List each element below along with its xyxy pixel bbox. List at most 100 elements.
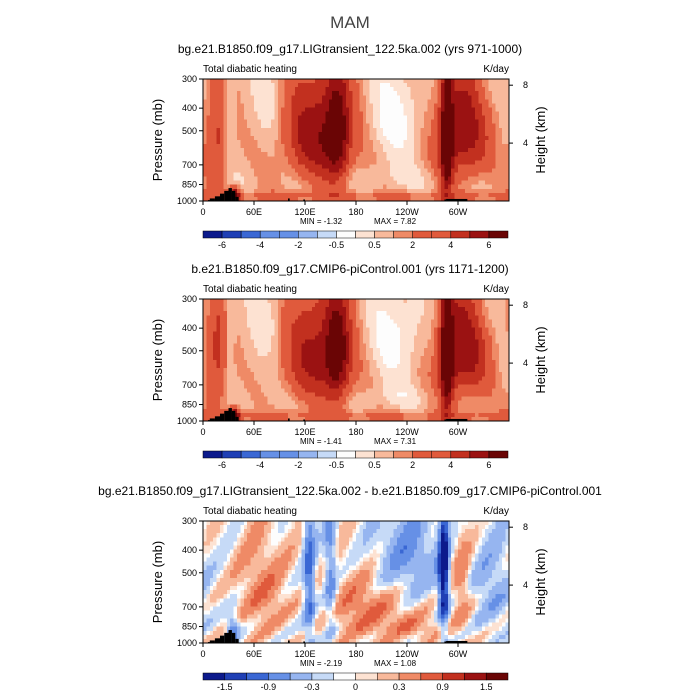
heatmap-cell [298, 307, 302, 312]
heatmap-cell [366, 392, 370, 397]
heatmap-cell [325, 323, 330, 328]
heatmap-cell [301, 319, 306, 324]
heatmap-cell [390, 111, 394, 116]
heatmap-cell [254, 156, 258, 161]
heatmap-cell [247, 91, 251, 96]
heatmap-cell [505, 303, 510, 308]
heatmap-cell [267, 376, 272, 381]
heatmap-cell [505, 364, 510, 369]
heatmap-cell [223, 168, 228, 173]
heatmap-cell [284, 303, 289, 308]
heatmap-cell [325, 164, 330, 169]
heatmap-cell [349, 176, 353, 182]
heatmap-cell [233, 131, 238, 137]
heatmap-cell [352, 347, 357, 353]
heatmap-cell [390, 335, 394, 341]
heatmap-cell [243, 131, 248, 137]
heatmap-cell [417, 164, 421, 169]
heatmap-cell [485, 376, 489, 381]
heatmap-cell [359, 140, 364, 145]
heatmap-cell [478, 307, 483, 312]
heatmap-cell [502, 319, 506, 324]
heatmap-cell [203, 351, 207, 357]
heatmap-cell [349, 152, 353, 157]
heatmap-cell [379, 376, 384, 381]
heatmap-cell [400, 140, 404, 145]
heatmap-cell [475, 299, 479, 304]
heatmap-cell [393, 351, 398, 357]
heatmap-cell [305, 79, 309, 84]
heatmap-cell [441, 127, 445, 133]
heatmap-cell [461, 180, 466, 186]
heatmap-cell [257, 360, 262, 365]
heatmap-cell [308, 192, 313, 198]
heatmap-cell [475, 135, 479, 141]
heatmap-cell [226, 123, 231, 129]
heatmap-cell [451, 168, 455, 173]
heatmap-cell [223, 180, 228, 186]
heatmap-cell [362, 164, 367, 169]
heatmap-cell [362, 172, 367, 177]
heatmap-cell [277, 140, 282, 145]
heatmap-cell [454, 131, 459, 137]
heatmap-cell [260, 335, 265, 341]
heatmap-cell [495, 168, 500, 173]
heatmap-cell [454, 111, 459, 116]
heatmap-cell [274, 127, 279, 133]
heatmap-cell [240, 180, 245, 186]
heatmap-cell [488, 115, 493, 121]
heatmap-cell [485, 196, 489, 202]
heatmap-cell [264, 144, 268, 149]
heatmap-cell [230, 184, 234, 190]
heatmap-cell [444, 87, 449, 92]
heatmap-cell [328, 148, 333, 153]
heatmap-cell [230, 368, 234, 373]
heatmap-cell [291, 368, 296, 373]
heatmap-cell [342, 107, 347, 112]
heatmap-cell [430, 323, 435, 328]
heatmap-cell [424, 156, 428, 161]
heatmap-cell [390, 95, 394, 100]
heatmap-cell [267, 392, 272, 397]
heatmap-cell [383, 347, 387, 353]
heatmap-cell [420, 355, 425, 361]
heatmap-cell [447, 364, 452, 369]
heatmap-cell [315, 299, 319, 304]
heatmap-cell [407, 103, 411, 108]
heatmap-cell [209, 115, 214, 121]
heatmap-cell [345, 135, 350, 141]
heatmap-cell [427, 140, 432, 145]
heatmap-cell [502, 107, 506, 112]
heatmap-cell [403, 184, 408, 190]
heatmap-cell [342, 184, 347, 190]
heatmap-cell [311, 384, 316, 389]
heatmap-cell [396, 188, 401, 194]
heatmap-cell [277, 115, 282, 121]
heatmap-cell [488, 152, 493, 157]
heatmap-cell [424, 372, 428, 377]
heatmap-cell [274, 107, 279, 112]
heatmap-cell [478, 148, 483, 153]
heatmap-cell [393, 380, 398, 385]
heatmap-cell [379, 99, 384, 104]
heatmap-cell [345, 384, 350, 389]
heatmap-cell [373, 351, 377, 357]
heatmap-cell [495, 135, 500, 141]
heatmap-cell [420, 376, 425, 381]
heatmap-cell [400, 384, 404, 389]
heatmap-cell [366, 87, 370, 92]
heatmap-cell [335, 355, 340, 361]
heatmap-cell [420, 119, 425, 125]
heatmap-cell [359, 303, 364, 308]
heatmap-cell [434, 107, 438, 112]
heatmap-cell [413, 196, 418, 202]
heatmap-cell [274, 79, 279, 84]
heatmap-cell [308, 140, 313, 145]
heatmap-cell [267, 79, 272, 84]
heatmap-cell [223, 164, 228, 169]
heatmap-cell [216, 111, 221, 116]
heatmap-cell [366, 196, 370, 202]
heatmap-cell [237, 343, 241, 349]
heatmap-cell [339, 392, 343, 397]
heatmap-cell [495, 307, 500, 312]
